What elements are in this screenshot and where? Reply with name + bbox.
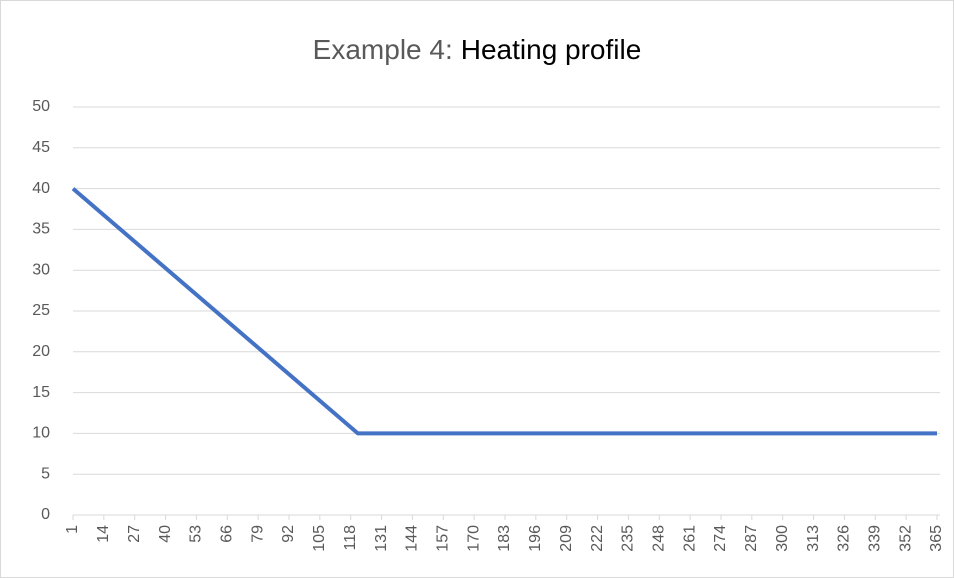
y-tick-label: 10 <box>32 425 50 442</box>
x-tick-label: 27 <box>126 525 143 543</box>
y-tick-label: 40 <box>32 180 50 197</box>
x-tick-label: 352 <box>897 525 914 552</box>
y-tick-label: 20 <box>32 343 50 360</box>
x-tick-label: 118 <box>342 525 359 551</box>
x-tick-label: 157 <box>435 525 452 552</box>
x-tick-label: 196 <box>527 525 544 552</box>
x-tick-label: 274 <box>712 525 729 552</box>
x-tick-label: 40 <box>157 525 174 543</box>
x-tick-label: 53 <box>188 525 205 543</box>
x-tick-label: 287 <box>743 525 760 552</box>
x-tick-label: 365 <box>928 525 945 552</box>
x-tick-label: 92 <box>280 525 297 543</box>
x-tick-label: 1 <box>64 525 81 534</box>
x-tick-label: 222 <box>589 525 606 552</box>
x-tick-label: 183 <box>496 525 513 552</box>
y-tick-label: 30 <box>32 261 50 278</box>
title-prefix: Example 4: <box>313 34 453 65</box>
y-tick-label: 35 <box>32 221 50 238</box>
data-line <box>71 187 937 436</box>
x-tick-label: 261 <box>681 525 698 552</box>
x-tick-label: 105 <box>311 525 328 552</box>
title-main: Heating profile <box>461 34 642 65</box>
y-tick-label: 45 <box>32 139 50 156</box>
x-tick-label: 339 <box>867 525 884 552</box>
x-tick-label: 313 <box>805 525 822 552</box>
y-tick-label: 0 <box>41 506 50 523</box>
x-tick-label: 14 <box>95 525 112 543</box>
y-tick-label: 5 <box>41 465 50 482</box>
x-tick-label: 131 <box>373 525 390 552</box>
x-tick-label: 326 <box>836 525 853 552</box>
x-tick-label: 248 <box>651 525 668 552</box>
x-tick-label: 235 <box>620 525 637 552</box>
x-tick-label: 144 <box>404 525 421 552</box>
y-tick-label: 15 <box>32 384 50 401</box>
x-tick-label: 79 <box>249 525 266 543</box>
x-tick-label: 66 <box>219 525 236 543</box>
x-tick-label: 170 <box>465 525 482 552</box>
chart-title: Example 4: Heating profile <box>313 34 642 65</box>
x-tick-label: 300 <box>774 525 791 552</box>
x-tick-label: 209 <box>558 525 575 552</box>
y-tick-label: 25 <box>32 302 50 319</box>
y-tick-label: 50 <box>32 98 50 115</box>
